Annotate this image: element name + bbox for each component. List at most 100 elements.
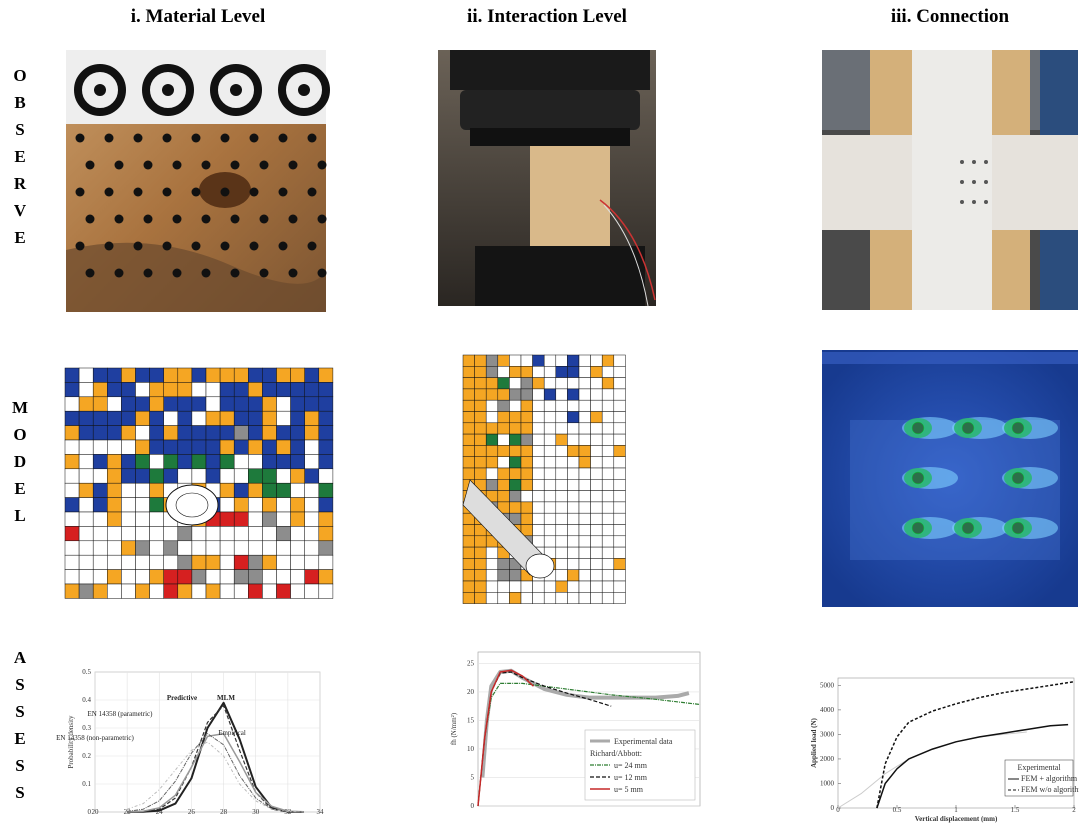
photo-material	[66, 50, 327, 312]
dot	[202, 215, 211, 224]
fe-cell	[556, 536, 568, 547]
fe-cell	[248, 397, 262, 411]
fe-cell	[591, 592, 603, 603]
dot	[231, 215, 240, 224]
fe-cell	[192, 469, 206, 483]
fe-cell	[206, 368, 220, 382]
fe-cell	[79, 454, 93, 468]
fe-cell	[305, 368, 319, 382]
fe-cell	[544, 355, 556, 366]
fe-cell	[509, 592, 521, 603]
fe-cell	[262, 584, 276, 598]
fe-cell	[136, 397, 150, 411]
dot	[231, 269, 240, 278]
fe-cell	[556, 378, 568, 389]
fe-cell	[567, 434, 579, 445]
fe-cell	[192, 382, 206, 396]
fe-cell	[521, 592, 533, 603]
fe-cell	[567, 592, 579, 603]
y-tick-label: 0	[831, 804, 835, 812]
fe-cell	[150, 440, 164, 454]
fe-cell	[192, 411, 206, 425]
fe-cell	[291, 440, 305, 454]
figure: i. Material Level ii. Interaction Level …	[0, 0, 1079, 824]
fe-cell	[291, 526, 305, 540]
fe-cell	[475, 378, 487, 389]
fe-cell	[533, 502, 545, 513]
fe-cell	[509, 366, 521, 377]
dot	[221, 134, 230, 143]
fe-cell	[79, 570, 93, 584]
fe-cell	[319, 368, 333, 382]
dot	[192, 134, 201, 143]
fe-cell	[65, 483, 79, 497]
fe-cell	[121, 469, 135, 483]
fe-cell	[521, 400, 533, 411]
fe-cell	[79, 541, 93, 555]
dot	[134, 134, 143, 143]
fe-cell	[178, 570, 192, 584]
y-tick-label: 20	[467, 688, 475, 696]
fe-cell	[248, 454, 262, 468]
fe-cell	[234, 454, 248, 468]
fe-cell	[591, 400, 603, 411]
fe-cell	[262, 454, 276, 468]
fe-cell	[591, 525, 603, 536]
fe-cell	[121, 498, 135, 512]
fe-cell	[234, 411, 248, 425]
fe-cell	[498, 378, 510, 389]
fe-cell	[150, 498, 164, 512]
fe-cell	[509, 502, 521, 513]
fe-cell	[544, 536, 556, 547]
fe-cell	[579, 378, 591, 389]
fe-cell	[319, 498, 333, 512]
fe-cell	[509, 355, 521, 366]
fe-cell	[277, 498, 291, 512]
fe-cell	[544, 525, 556, 536]
fe-cell	[192, 570, 206, 584]
fe-cell	[556, 502, 568, 513]
fe-cell	[602, 389, 614, 400]
y-tick-label: 15	[467, 716, 475, 724]
y-tick-label: 10	[467, 745, 475, 753]
fe-cell	[178, 368, 192, 382]
y-tick-label: 0.3	[82, 724, 91, 732]
fe-cell	[305, 584, 319, 598]
dot	[279, 188, 288, 197]
fe-cell	[220, 454, 234, 468]
fe-cell	[509, 412, 521, 423]
fe-cell	[533, 592, 545, 603]
fe-cell	[178, 440, 192, 454]
fe-cell	[498, 558, 510, 569]
dot	[86, 215, 95, 224]
y-tick-label: 5000	[820, 681, 835, 689]
fe-cell	[475, 355, 487, 366]
fe-cell	[556, 445, 568, 456]
fe-cell	[262, 555, 276, 569]
fe-cell	[65, 584, 79, 598]
fe-cell	[121, 368, 135, 382]
fe-cell	[192, 584, 206, 598]
fe-cell	[614, 366, 626, 377]
fe-cell	[248, 526, 262, 540]
fe-cell	[463, 536, 475, 547]
fe-cell	[521, 366, 533, 377]
fe-cell	[93, 368, 107, 382]
fe-cell	[192, 440, 206, 454]
fe-cell	[463, 592, 475, 603]
dot	[144, 215, 153, 224]
dot	[105, 134, 114, 143]
fe-cell	[475, 581, 487, 592]
fe-cell	[150, 483, 164, 497]
fe-cell	[319, 483, 333, 497]
fe-cell	[192, 426, 206, 440]
fe-cell	[107, 368, 121, 382]
fe-cell	[521, 378, 533, 389]
fe-cell	[291, 498, 305, 512]
fe-cell	[475, 558, 487, 569]
fe-cell	[93, 411, 107, 425]
fe-cell	[277, 411, 291, 425]
target	[162, 84, 174, 96]
fe-cell	[556, 547, 568, 558]
curve-annotation: EN 14358 (non-parametric)	[56, 734, 134, 742]
